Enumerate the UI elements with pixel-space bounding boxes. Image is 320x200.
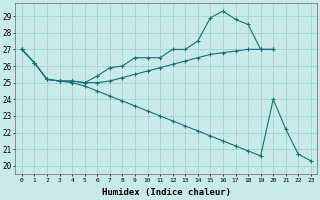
X-axis label: Humidex (Indice chaleur): Humidex (Indice chaleur)	[102, 188, 231, 197]
